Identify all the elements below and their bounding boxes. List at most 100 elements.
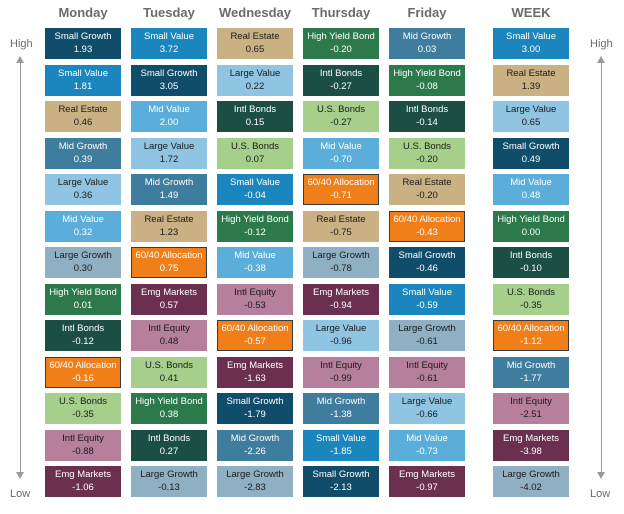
asset-class-name: Large Value (315, 323, 367, 334)
asset-class-name: High Yield Bond (497, 213, 565, 225)
rank-arrow-line (601, 62, 602, 474)
asset-class-name: Mid Value (406, 432, 448, 444)
asset-class-name: Small Growth (312, 469, 370, 480)
asset-class-name: Mid Growth (230, 432, 280, 444)
asset-class-name: Intl Equity (320, 359, 362, 371)
return-value: -0.73 (416, 445, 438, 457)
asset-class-name: Intl Bonds (147, 432, 191, 444)
asset-class-name: Emg Markets (503, 432, 559, 444)
asset-class-name: Intl Bonds (405, 104, 449, 115)
return-cell: Mid Growth 0.39 (45, 137, 121, 169)
column-header: Monday (58, 5, 108, 20)
return-cell: Small Value 3.00 (493, 28, 569, 59)
asset-class-name: Large Growth (398, 323, 456, 334)
asset-class-name: Real Estate (402, 177, 452, 188)
return-cell: Mid Value -0.38 (217, 247, 293, 278)
return-cell: U.S. Bonds -0.20 (389, 137, 465, 169)
return-cell: Real Estate -0.20 (389, 174, 465, 205)
asset-class-name: Real Estate (58, 104, 108, 115)
return-value: 0.65 (521, 117, 541, 128)
return-value: -0.59 (416, 299, 438, 311)
return-value: 1.49 (159, 190, 179, 201)
return-cell: Large Value 0.22 (217, 64, 293, 96)
asset-class-name: 60/40 Allocation (497, 323, 565, 334)
return-cell: Mid Value 0.32 (45, 210, 121, 242)
return-value: 1.23 (159, 226, 179, 238)
return-cell: Intl Equity -0.88 (45, 429, 121, 461)
return-value: 0.46 (73, 117, 93, 128)
low-label: Low (590, 488, 611, 500)
return-value: -0.66 (416, 409, 438, 420)
return-cell: Emg Markets -1.63 (217, 356, 293, 388)
return-value: -1.38 (330, 409, 352, 420)
asset-class-name: U.S. Bonds (316, 104, 366, 115)
return-value: -0.97 (416, 482, 438, 493)
return-cell: Intl Equity -2.51 (493, 393, 569, 424)
return-value: -0.38 (244, 263, 266, 274)
asset-class-name: High Yield Bond (307, 31, 375, 42)
return-cell: Intl Bonds -0.27 (303, 64, 379, 96)
asset-class-name: Mid Value (234, 250, 276, 261)
return-value: -0.57 (244, 336, 266, 347)
return-value: 0.36 (73, 190, 93, 201)
column-header: Thursday (311, 5, 371, 20)
asset-class-name: Small Value (402, 286, 452, 298)
asset-class-name: Emg Markets (399, 469, 455, 480)
return-cell: High Yield Bond -0.12 (217, 210, 293, 242)
asset-class-name: Mid Growth (316, 396, 366, 407)
return-cell: Large Growth -2.83 (217, 466, 293, 497)
return-value: -0.12 (72, 336, 94, 347)
asset-class-name: U.S. Bonds (402, 140, 452, 152)
asset-class-name: Real Estate (144, 213, 194, 225)
asset-class-name: Real Estate (506, 67, 556, 79)
return-cell: Emg Markets -0.94 (303, 283, 379, 315)
return-value: 1.93 (73, 44, 93, 55)
return-value: -0.08 (416, 80, 438, 92)
return-cell: Small Growth 3.05 (131, 64, 207, 96)
return-value: -1.85 (330, 445, 352, 457)
return-cell: Intl Bonds 0.15 (217, 101, 293, 132)
return-cell: Intl Bonds -0.14 (389, 101, 465, 132)
return-value: 0.30 (73, 263, 93, 274)
return-value: 0.22 (245, 80, 265, 92)
return-value: -0.20 (330, 44, 352, 55)
return-cell: U.S. Bonds 0.07 (217, 137, 293, 169)
asset-class-name: Large Growth (140, 469, 198, 480)
asset-class-name: Large Value (505, 104, 557, 115)
return-value: -0.43 (416, 226, 438, 238)
asset-class-name: Intl Bonds (509, 250, 553, 261)
return-value: 0.27 (159, 445, 179, 457)
asset-class-name: Small Growth (54, 31, 112, 42)
return-value: -0.20 (416, 190, 438, 201)
asset-class-name: U.S. Bonds (58, 396, 108, 407)
return-cell: Large Growth -0.61 (389, 320, 465, 351)
arrow-down-icon (16, 472, 24, 479)
asset-class-name: Intl Bonds (319, 67, 363, 79)
return-value: -0.99 (330, 372, 352, 384)
asset-class-name: Intl Equity (510, 396, 552, 407)
return-cell: High Yield Bond -0.20 (303, 28, 379, 59)
return-value: 1.81 (73, 80, 93, 92)
return-cell: Large Growth -0.13 (131, 466, 207, 497)
return-value: 0.15 (245, 117, 265, 128)
asset-class-name: Mid Value (62, 213, 104, 225)
return-cell: Mid Growth 0.03 (389, 28, 465, 59)
asset-class-name: 60/40 Allocation (135, 250, 203, 261)
low-label: Low (10, 488, 31, 500)
return-cell: Real Estate -0.75 (303, 210, 379, 242)
return-cell: Real Estate 1.39 (493, 64, 569, 96)
return-value: 3.72 (159, 44, 179, 55)
return-cell: U.S. Bonds -0.27 (303, 101, 379, 132)
asset-class-name: Emg Markets (55, 469, 111, 480)
asset-class-name: Small Growth (140, 67, 198, 79)
return-value: -0.20 (416, 153, 438, 165)
return-value: -3.98 (520, 445, 542, 457)
return-value: -2.13 (330, 482, 352, 493)
return-cell: Real Estate 0.46 (45, 101, 121, 132)
return-cell: 60/40 Allocation -0.71 (303, 174, 379, 205)
asset-class-name: U.S. Bonds (144, 359, 194, 371)
return-cell: Large Growth 0.30 (45, 247, 121, 278)
return-value: 0.65 (245, 44, 265, 55)
return-value: -0.96 (330, 336, 352, 347)
return-value: -0.35 (520, 299, 542, 311)
